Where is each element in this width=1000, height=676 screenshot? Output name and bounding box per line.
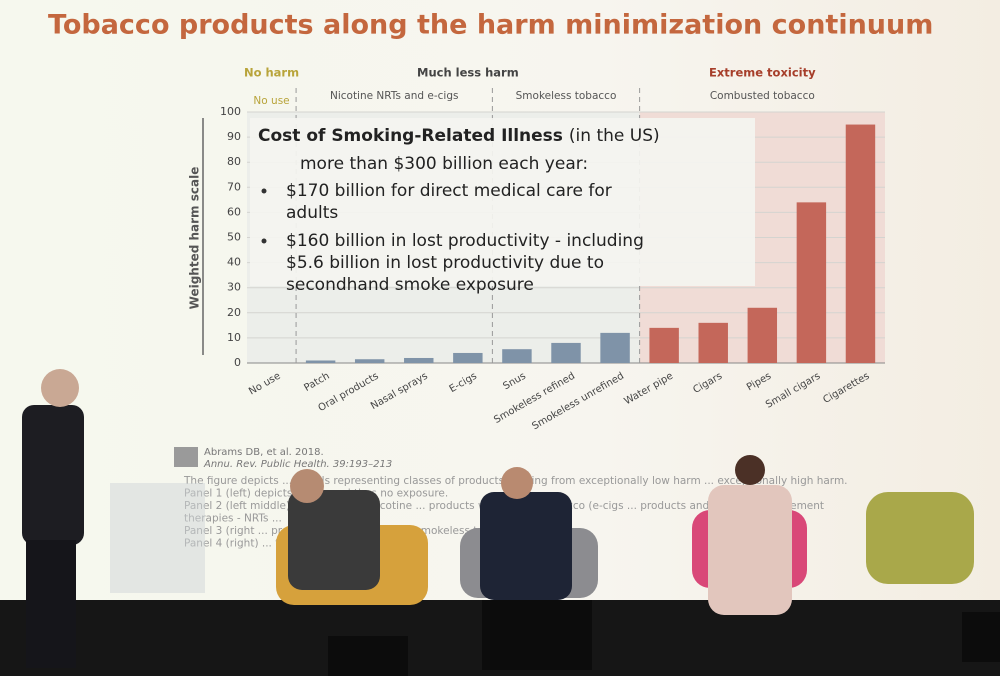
y-tick-label: 30 bbox=[227, 281, 241, 294]
product-group-label: Smokeless tobacco bbox=[516, 90, 617, 102]
overlay-bullet: $160 billion in lost productivity - incl… bbox=[286, 231, 644, 295]
overlay-bullet-line: $5.6 billion in lost productivity due to bbox=[286, 253, 604, 273]
overlay-title-bold: Cost of Smoking-Related Illness bbox=[258, 126, 563, 146]
harm-group-label: Much less harm bbox=[417, 66, 519, 80]
bar bbox=[649, 327, 679, 363]
citation: Abrams DB, et al. 2018. Annu. Rev. Publi… bbox=[174, 447, 392, 470]
product-group-label: Combusted tobacco bbox=[710, 90, 815, 102]
speaker-box bbox=[962, 612, 1000, 662]
bar bbox=[502, 349, 532, 363]
bar bbox=[551, 342, 581, 363]
bullet-dot bbox=[261, 188, 267, 194]
bar bbox=[845, 124, 876, 363]
overlay-title: Cost of Smoking-Related Illness (in the U… bbox=[258, 126, 660, 146]
overlay-bullet-line: secondhand smoke exposure bbox=[286, 275, 534, 295]
people-and-furniture bbox=[22, 369, 1000, 676]
y-tick-label: 100 bbox=[220, 105, 241, 118]
speaker-head bbox=[41, 369, 79, 407]
panelist-head bbox=[290, 469, 324, 503]
overlay-box: Cost of Smoking-Related Illness (in the U… bbox=[250, 118, 755, 295]
overlay-bullet-line: $160 billion in lost productivity - incl… bbox=[286, 231, 644, 251]
overlay-bullet-line: $170 billion for direct medical care for bbox=[286, 181, 612, 201]
y-tick-label: 50 bbox=[227, 231, 241, 244]
overlay-line: more than $300 billion each year: bbox=[300, 154, 588, 174]
y-tick-label: 40 bbox=[227, 256, 241, 269]
chair bbox=[866, 492, 974, 584]
y-tick-label: 70 bbox=[227, 180, 241, 193]
slide-title: Tobacco products along the harm minimiza… bbox=[48, 10, 933, 41]
panelist-head bbox=[735, 455, 765, 485]
journal-logo bbox=[174, 447, 198, 467]
bar bbox=[404, 357, 434, 363]
overlay-background bbox=[250, 118, 755, 286]
speaker-box bbox=[328, 636, 408, 676]
y-tick-label: 10 bbox=[227, 331, 241, 344]
y-tick-label: 90 bbox=[227, 130, 241, 143]
harm-group-label: No harm bbox=[244, 66, 299, 80]
panelist bbox=[708, 485, 792, 615]
bar bbox=[747, 307, 778, 363]
y-tick-label: 20 bbox=[227, 306, 241, 319]
bar bbox=[796, 202, 827, 363]
bar bbox=[600, 332, 630, 363]
y-tick-label: 60 bbox=[227, 205, 241, 218]
citation-line: Abrams DB, et al. 2018. bbox=[204, 447, 324, 458]
monitor bbox=[482, 600, 592, 670]
y-tick-label: 80 bbox=[227, 155, 241, 168]
bar bbox=[698, 322, 728, 363]
speaker-legs bbox=[26, 540, 76, 668]
harm-group-label: Extreme toxicity bbox=[709, 66, 816, 80]
overlay-bullet-line: adults bbox=[286, 203, 338, 223]
overlay-bullet: $170 billion for direct medical care for… bbox=[286, 181, 612, 223]
caption-line: therapies - NRTs ... bbox=[184, 513, 282, 525]
citation-line: Annu. Rev. Public Health. 39:193–213 bbox=[203, 459, 392, 470]
panelist-head bbox=[501, 467, 533, 499]
product-group-label: No use bbox=[253, 95, 289, 107]
bar bbox=[354, 359, 385, 363]
overlay-title-suffix: (in the US) bbox=[569, 126, 660, 146]
lectern bbox=[110, 483, 205, 593]
y-tick-label: 0 bbox=[234, 356, 241, 369]
panelist bbox=[480, 492, 572, 600]
panelist bbox=[288, 490, 380, 590]
bar bbox=[305, 360, 336, 363]
bar bbox=[453, 352, 483, 363]
speaker-body bbox=[22, 405, 84, 545]
product-group-label: Nicotine NRTs and e-cigs bbox=[330, 90, 459, 102]
y-axis-label: Weighted harm scale bbox=[188, 167, 202, 310]
bullet-dot bbox=[261, 238, 267, 244]
